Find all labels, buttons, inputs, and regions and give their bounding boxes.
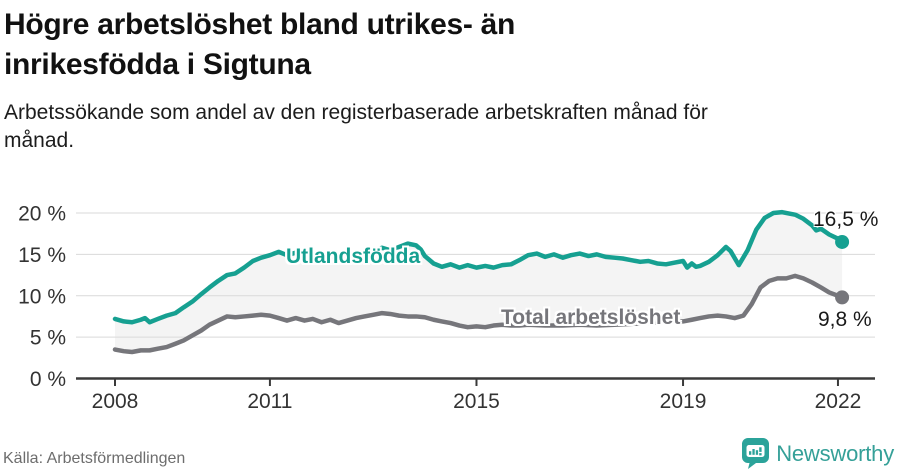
series-line-0	[112, 209, 845, 325]
x-tick-label-2015: 2015	[453, 390, 500, 413]
chart-canvas: 0 % 5 % 10 % 15 % 20 % 2008 2011 2015 2019 2022	[18, 203, 875, 413]
newsworthy-chart-bubble-icon	[742, 438, 770, 469]
chart-header: Högre arbetslöshet bland utrikes- än inri…	[4, 5, 884, 155]
series-label-utlandsfodda: Utlandsfödda	[286, 245, 421, 268]
y-tick-label-5: 5 %	[30, 327, 66, 350]
end-value-label-total: 9,8 %	[818, 308, 872, 331]
series-line-1	[112, 273, 845, 355]
title-line-1: Högre arbetslöshet bland utrikes- än	[4, 8, 515, 41]
line-chart: 0 % 5 % 10 % 15 % 20 % 2008 2011 2015 2019 2022 U…	[0, 195, 900, 420]
y-tick-label-15: 15 %	[18, 244, 66, 267]
chart-subtitle: Arbetssökande som andel av den registerb…	[4, 99, 884, 155]
title-line-2: inrikesfödda i Sigtuna	[4, 48, 311, 81]
end-value-label-utlandsfodda: 16,5 %	[813, 208, 879, 231]
page-title: Högre arbetslöshet bland utrikes- än inri…	[4, 5, 884, 85]
source-attribution: Källa: Arbetsförmedlingen	[3, 450, 186, 467]
x-tick-label-2008: 2008	[92, 390, 139, 413]
y-tick-label-20: 20 %	[18, 203, 66, 226]
band-between-series	[115, 212, 843, 353]
x-tick-label-2022: 2022	[815, 390, 862, 413]
series-end-dot-0	[835, 234, 850, 249]
series-end-dot-1	[835, 290, 850, 305]
subtitle-line-2: månad.	[4, 129, 75, 152]
y-tick-label-0: 0 %	[30, 368, 66, 391]
x-tick-label-2011: 2011	[247, 390, 292, 413]
y-tick-label-10: 10 %	[18, 285, 66, 308]
newsworthy-logo[interactable]: Newsworthy	[742, 438, 894, 469]
newsworthy-brand-name: Newsworthy	[776, 440, 894, 466]
series-label-total-arbetsloshet: Total arbetslöshet	[501, 306, 681, 329]
subtitle-line-1: Arbetssökande som andel av den registerb…	[4, 101, 708, 124]
x-tick-label-2019: 2019	[660, 390, 707, 413]
